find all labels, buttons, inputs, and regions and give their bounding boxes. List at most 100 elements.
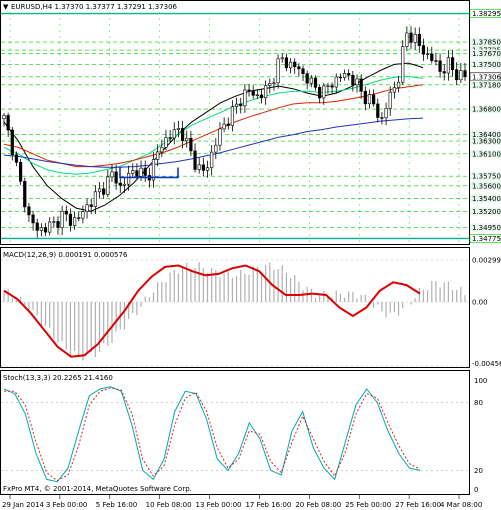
candle-body	[434, 60, 438, 62]
candle-body	[255, 94, 259, 96]
time-tick-label: 5 Feb 16:00	[96, 501, 137, 509]
stoch-tick-label: 100	[474, 377, 487, 385]
price-tag	[470, 194, 501, 203]
candle-body	[409, 32, 413, 43]
candle-body	[230, 106, 235, 126]
candle-body	[52, 221, 56, 223]
candle-body	[160, 147, 164, 153]
candle-body	[39, 227, 43, 231]
candle-body	[359, 78, 363, 92]
candle-body	[388, 91, 392, 109]
candle-body	[48, 221, 52, 233]
price-tag	[470, 172, 501, 181]
candle-body	[417, 34, 421, 46]
candle-body	[31, 214, 35, 224]
candle-body	[347, 73, 351, 76]
macd-tick-label: 0.00	[472, 298, 488, 306]
price-tick-label: 1.36300	[472, 138, 501, 146]
candle-body	[396, 81, 401, 88]
range-marker	[119, 167, 179, 179]
price-tag	[470, 60, 501, 69]
price-tick-label: 1.35200	[472, 208, 501, 216]
macd-title: MACD(12,26,9) 0.000191 0.000576	[3, 251, 128, 259]
time-axis: 29 Jan 2014 3 Feb 00:00 5 Feb 16:00 10 Feb …	[2, 495, 482, 509]
candle-body	[442, 71, 446, 74]
price-tag	[469, 234, 501, 243]
candle-body	[318, 87, 322, 99]
candle-body	[276, 58, 280, 84]
candle-body	[455, 69, 459, 81]
time-tick-label: 4 Mar 08:00	[440, 501, 482, 509]
candle-body	[85, 204, 89, 212]
candle-body	[251, 90, 255, 96]
candle-body	[193, 150, 197, 170]
candle-body	[426, 53, 430, 55]
candle-body	[222, 123, 226, 130]
candle-body	[259, 94, 264, 99]
candle-body	[355, 78, 359, 86]
candle-body	[272, 82, 276, 84]
candle-body	[189, 137, 193, 152]
candle-body	[284, 57, 289, 69]
candle-body	[6, 115, 10, 131]
candle-body	[338, 76, 343, 79]
time-tick-label: 3 Feb 00:00	[46, 501, 87, 509]
candle-body	[27, 206, 31, 216]
price-tag	[470, 130, 501, 139]
candle-body	[81, 211, 85, 219]
collapse-arrow-icon[interactable]: ▼	[3, 3, 9, 11]
candle-body	[463, 70, 467, 78]
price-tick-label: 1.37180	[472, 81, 501, 89]
candle-body	[384, 108, 388, 119]
candle-body	[243, 89, 247, 107]
candle-body	[131, 170, 135, 174]
candle-body	[43, 227, 48, 233]
candle-body	[264, 85, 268, 99]
price-tag	[470, 137, 501, 146]
candle-body	[93, 191, 97, 207]
candle-body	[122, 183, 127, 186]
candle-body	[226, 123, 230, 126]
candle-body	[301, 68, 305, 75]
candle-body	[214, 144, 218, 153]
candle-body	[64, 210, 68, 215]
price-tag	[469, 9, 501, 18]
candle-body	[376, 103, 380, 118]
time-tick-label: 20 Feb 08:00	[295, 501, 341, 509]
time-tick-label: 13 Feb 00:00	[196, 501, 242, 509]
price-tick-label: 1.37670	[472, 50, 501, 58]
candle-body	[334, 76, 338, 88]
ma-line-blue	[3, 117, 424, 168]
candle-body	[450, 57, 455, 70]
candle-body	[201, 164, 205, 171]
candle-body	[234, 103, 239, 107]
stoch-tick-label: 0	[474, 486, 478, 494]
price-tag	[470, 105, 501, 114]
candle-body	[23, 181, 27, 208]
copyright-text: FxPro MT4, © 2001-2014, MetaQuotes Softw…	[3, 485, 192, 493]
price-tag	[470, 38, 501, 47]
time-tick-label: 17 Feb 16:00	[245, 501, 291, 509]
price-tag	[470, 80, 501, 89]
candle-body	[351, 74, 355, 86]
price-tick-label: 1.35600	[472, 182, 501, 190]
candle-body	[73, 217, 77, 226]
candle-body	[126, 173, 131, 185]
candle-body	[118, 182, 122, 186]
symbol-header: EURUSD,H4 1.37370 1.37377 1.37291 1.3730…	[11, 3, 178, 11]
candle-body	[322, 85, 326, 99]
candle-body	[326, 85, 330, 87]
candle-body	[268, 83, 272, 86]
candle-body	[156, 151, 160, 160]
candle-body	[280, 57, 284, 60]
candle-body	[35, 222, 39, 231]
stoch-tick-label: 20	[474, 467, 483, 475]
price-tick-label: 1.35750	[472, 173, 501, 181]
candle-body	[430, 53, 434, 61]
candle-body	[164, 137, 168, 148]
candle-body	[102, 188, 106, 195]
candle-body	[218, 128, 222, 146]
price-tick-label: 1.37306	[472, 73, 501, 81]
stoch-axis: 100 80 20 0	[474, 377, 487, 494]
